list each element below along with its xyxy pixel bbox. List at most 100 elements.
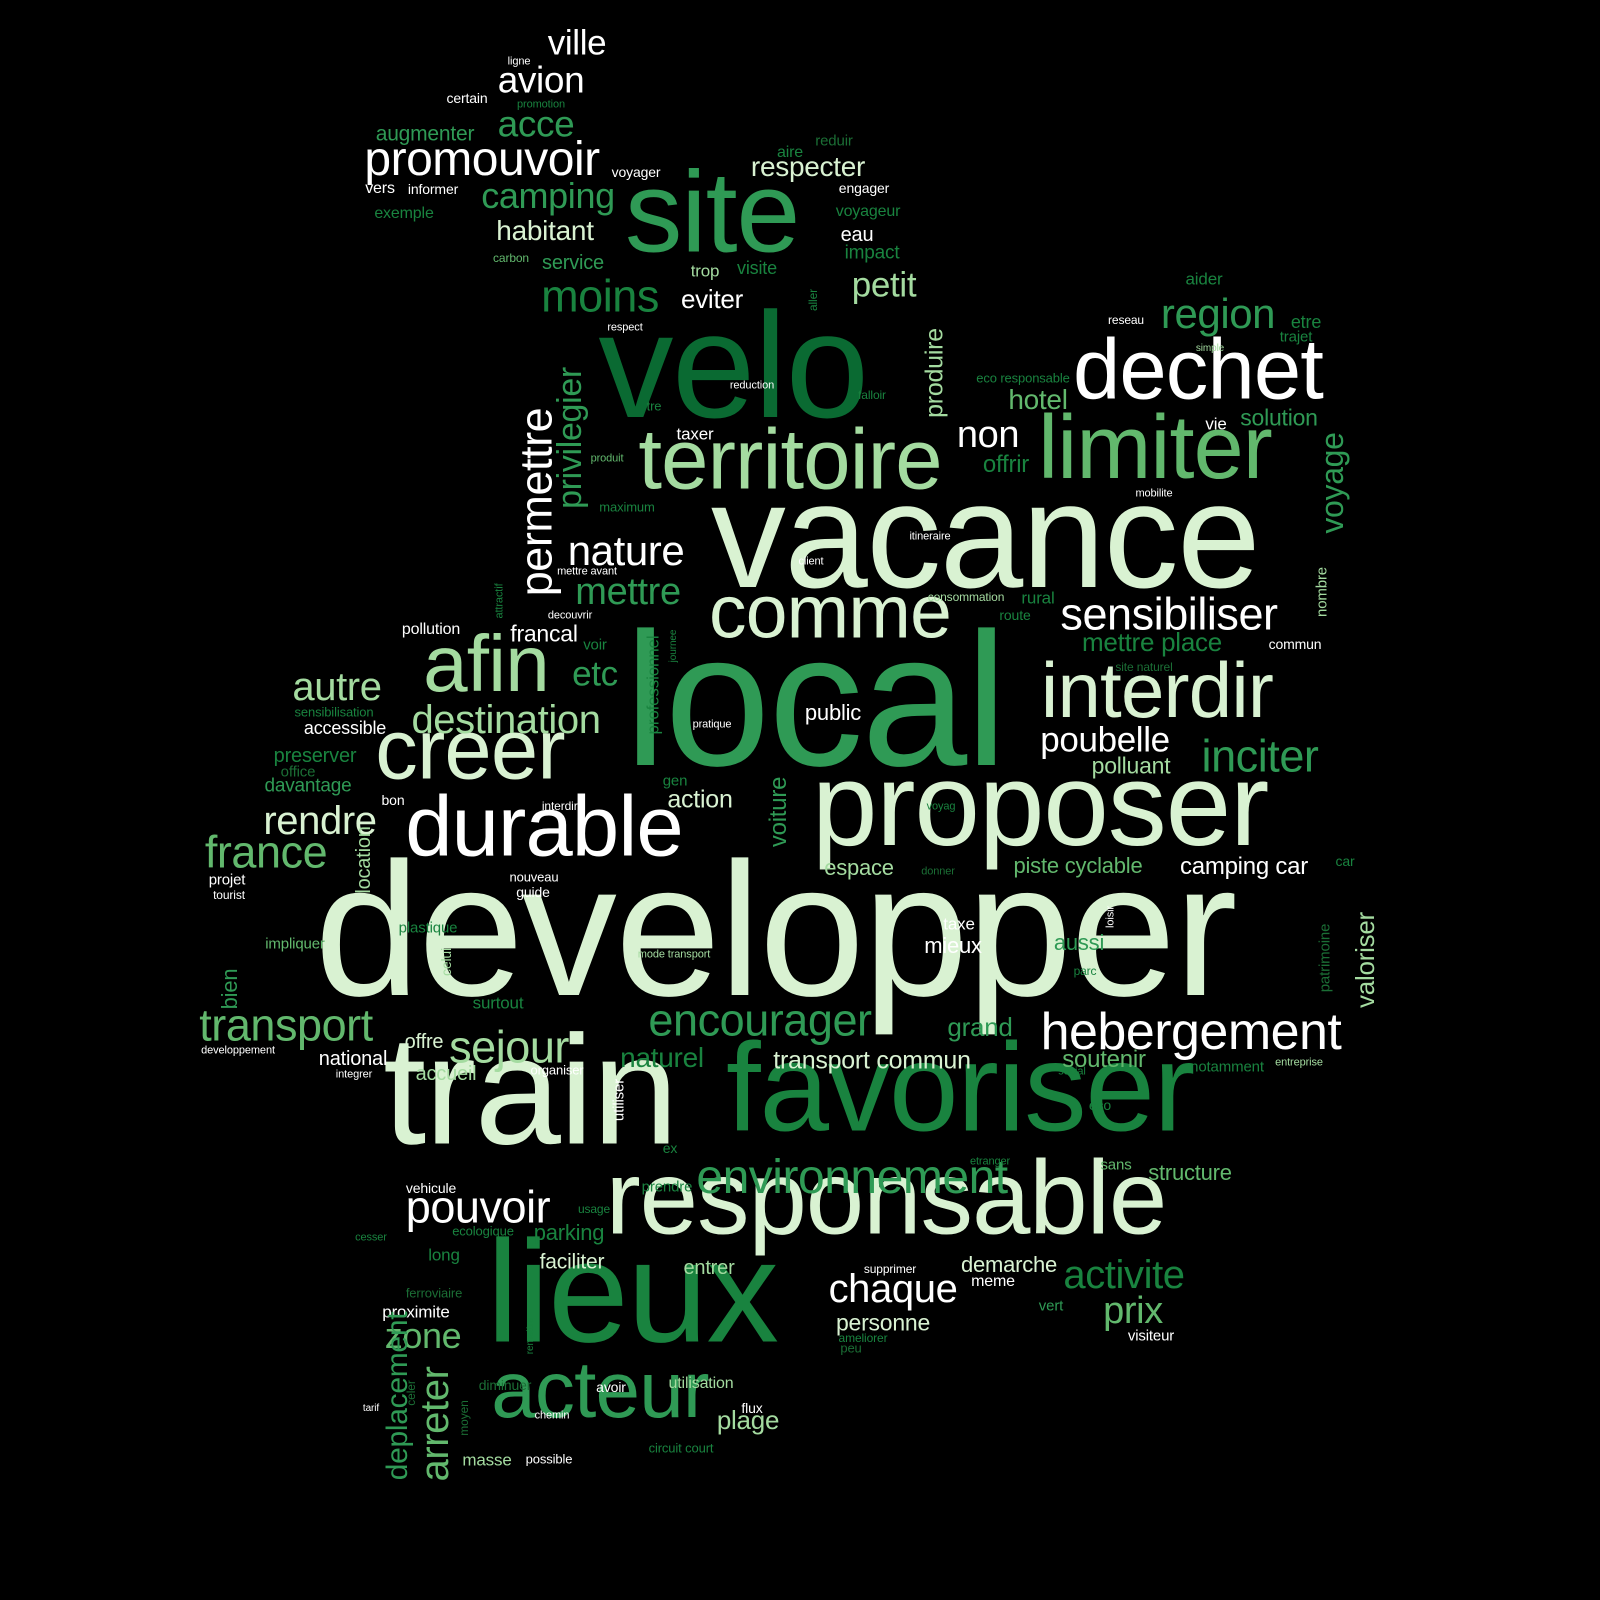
word-inciter: inciter: [1201, 730, 1319, 782]
word-augmenter: augmenter: [375, 122, 475, 146]
word-privilegier: privilegier: [551, 367, 589, 509]
word-sensibiliser: sensibiliser: [1060, 588, 1278, 640]
word-reduir: reduir: [815, 132, 853, 150]
word-plastique: plastique: [398, 919, 458, 937]
word-moins: moins: [541, 270, 659, 322]
word-tourist: tourist: [213, 888, 245, 902]
word-national: national: [318, 1048, 388, 1070]
word-impact: impact: [844, 242, 900, 264]
word-vers: vers: [365, 180, 395, 197]
word-social: social: [1058, 1065, 1086, 1078]
word-personne: personne: [835, 1309, 931, 1336]
word-sejour: sejour: [449, 1021, 569, 1073]
word-voiture: voiture: [765, 776, 792, 848]
word-zone: zone: [384, 1315, 462, 1356]
word-action: action: [667, 785, 733, 814]
word-mettre: mettre: [575, 571, 681, 613]
word-notamment: notamment: [1190, 1058, 1264, 1076]
word-sans: sans: [1100, 1156, 1132, 1174]
word-prendre: prendre: [641, 1178, 693, 1196]
word-ferroviaire: ferroviaire: [405, 1285, 463, 1301]
word-tre: tre: [646, 398, 662, 414]
word-region: region: [1160, 290, 1276, 337]
word-vie: vie: [1205, 414, 1227, 434]
word-mettre-avant: mettre avant: [557, 565, 617, 578]
word-polluant: polluant: [1091, 752, 1171, 779]
word-durable: durable: [405, 779, 683, 875]
word-developpement: developpement: [201, 1044, 275, 1057]
word-avion: avion: [497, 59, 585, 101]
word-soutenir: soutenir: [1062, 1046, 1146, 1073]
word-interdir: interdir: [1040, 646, 1274, 734]
word-commun: commun: [1268, 636, 1322, 652]
word-trajet: trajet: [1279, 328, 1313, 346]
word-patrimoine: patrimoine: [1316, 923, 1334, 993]
word-respecter: respecter: [750, 151, 866, 182]
word-informer: informer: [407, 181, 459, 197]
word-promouvoir: promouvoir: [364, 133, 600, 186]
word-eau: eau: [840, 224, 874, 246]
word-favoriser: favoriser: [725, 1018, 1195, 1158]
word-peu: peu: [840, 1340, 862, 1356]
word-accueil: accueil: [415, 1063, 477, 1085]
word-transport: transport: [199, 999, 373, 1051]
word-donner: donner: [921, 865, 955, 878]
word-espace: espace: [824, 855, 894, 880]
word-promotion: promotion: [517, 98, 565, 111]
word-celui: celui: [438, 947, 454, 977]
word-mode-transport: mode transport: [637, 948, 711, 961]
word-produit: produit: [590, 452, 624, 465]
word-chemin: chemin: [534, 1409, 570, 1422]
word-office: office: [280, 763, 316, 781]
word-pollution: pollution: [401, 621, 461, 638]
word-ligne: ligne: [507, 55, 531, 68]
word-pouvoir: pouvoir: [405, 1181, 551, 1233]
word-camping-car: camping car: [1179, 853, 1309, 880]
word-usage: usage: [577, 1202, 611, 1216]
word-destination: destination: [411, 698, 601, 742]
word-bon: bon: [381, 792, 405, 808]
word-piste-cyclable: piste cyclable: [1013, 853, 1143, 878]
word-voyage: voyage: [1314, 432, 1350, 534]
word-mobilite: mobilite: [1135, 487, 1173, 500]
word-eco: eco: [1088, 1097, 1112, 1113]
word-valoriser: valoriser: [1350, 912, 1380, 1008]
word-entrer: entrer: [683, 1257, 735, 1279]
word-voyager: voyager: [611, 164, 661, 180]
word-vacance: vacance: [710, 451, 1261, 619]
word-possible: possible: [525, 1451, 573, 1467]
word-camping: camping: [481, 175, 615, 216]
word-plage: plage: [716, 1405, 780, 1435]
word-prix: prix: [1103, 1290, 1163, 1332]
word-voyageur: voyageur: [835, 203, 901, 220]
word-long: long: [428, 1245, 460, 1265]
word-impliquer: impliquer: [265, 935, 325, 953]
word-certain: certain: [446, 90, 488, 106]
word-etre: etre: [1290, 312, 1322, 332]
word-lieux: lieux: [486, 1210, 779, 1373]
word-visite: visite: [737, 258, 777, 278]
word-offrir: offrir: [982, 451, 1030, 478]
word-aire: aire: [776, 144, 804, 161]
word-gen: gen: [662, 772, 688, 790]
word-hotel: hotel: [1008, 384, 1068, 415]
word-arreter: arreter: [413, 1366, 457, 1482]
word-etc: etc: [572, 654, 618, 694]
word-structure: structure: [1148, 1160, 1232, 1185]
word-proposer: proposer: [811, 739, 1269, 871]
word-bien: bien: [217, 968, 242, 1010]
word-flux: flux: [741, 1400, 763, 1416]
word-pratique: pratique: [692, 718, 732, 731]
word-francal: francal: [510, 620, 578, 647]
word-rural: rural: [1021, 588, 1055, 608]
word-avoir: avoir: [596, 1379, 626, 1395]
word-territoire: territoire: [638, 412, 942, 508]
word-guide: guide: [516, 884, 550, 900]
word-etranger: etranger: [969, 1155, 1011, 1168]
word-proximite: proximite: [382, 1302, 450, 1322]
word-environnement: environnement: [696, 1151, 1008, 1204]
word-chaque: chaque: [828, 1267, 958, 1311]
word-parc: parc: [1073, 964, 1097, 978]
word-reduction: reduction: [729, 379, 775, 392]
